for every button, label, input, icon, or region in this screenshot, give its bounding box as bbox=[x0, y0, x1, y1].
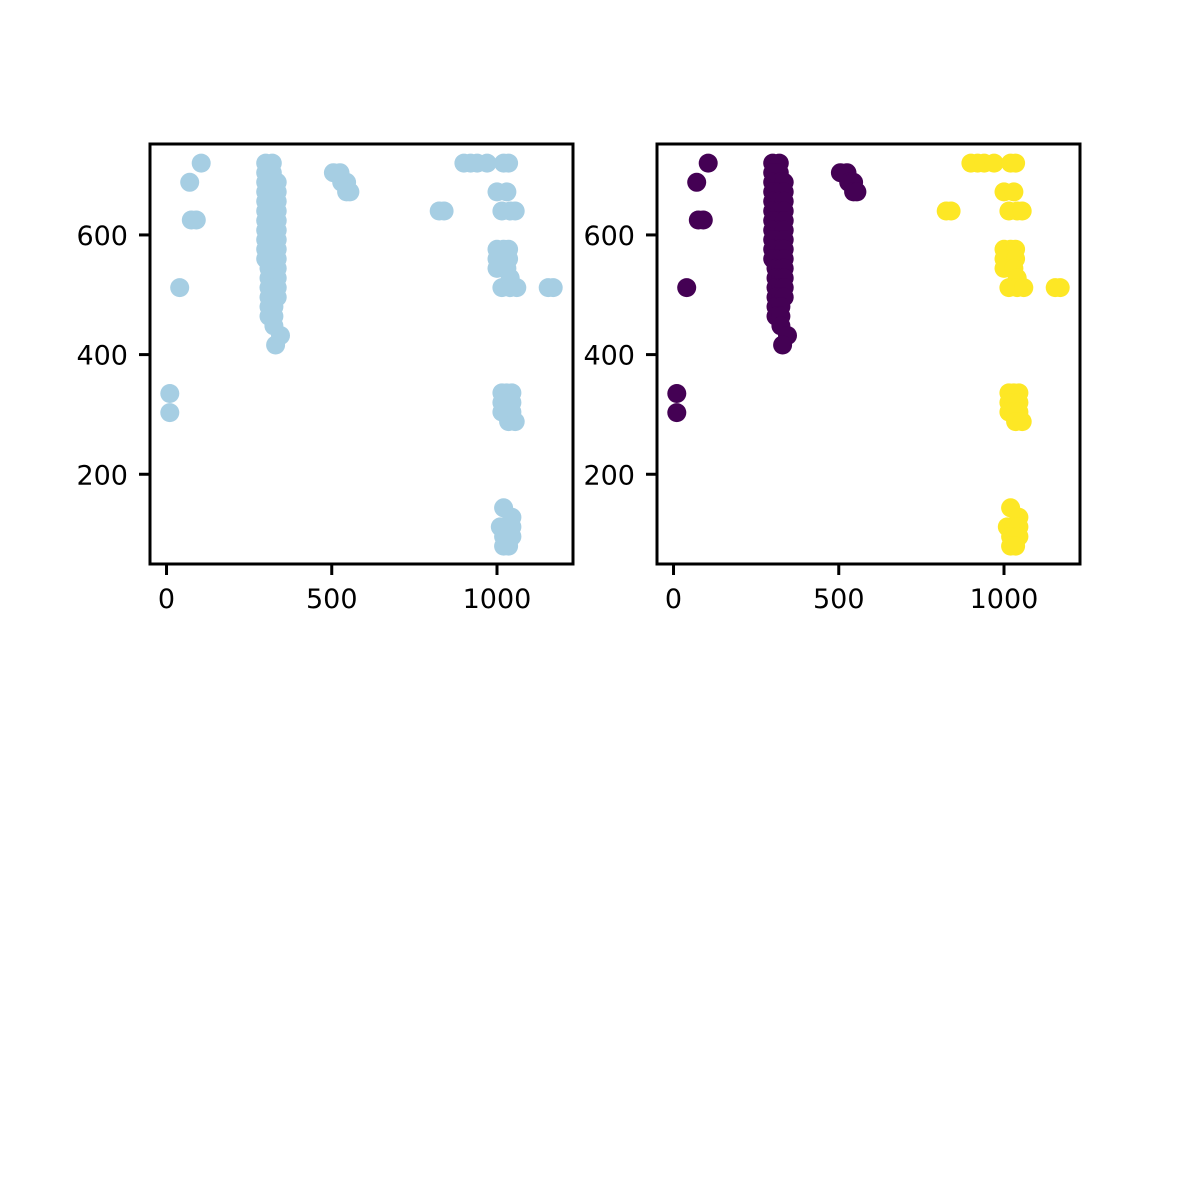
right-y-tick-label: 400 bbox=[583, 341, 635, 372]
right-scatter-point bbox=[687, 172, 707, 192]
right-x-tick-label: 500 bbox=[813, 584, 865, 615]
right-scatter-point bbox=[677, 278, 697, 298]
left-y-tick-label: 200 bbox=[76, 460, 128, 491]
right-scatter-point bbox=[693, 210, 713, 230]
right-scatter-point bbox=[847, 182, 867, 202]
left-scatter-point bbox=[505, 412, 525, 432]
left-scatter-point bbox=[180, 172, 200, 192]
left-y-tick-label: 400 bbox=[76, 341, 128, 372]
right-scatter-point bbox=[1012, 201, 1032, 221]
right-scatter-point bbox=[984, 153, 1004, 173]
left-scatter-point bbox=[499, 536, 519, 556]
left-x-tick-label: 0 bbox=[158, 584, 175, 615]
left-x-tick-label: 500 bbox=[306, 584, 358, 615]
left-scatter-point bbox=[160, 384, 180, 403]
left-scatter-point bbox=[340, 182, 360, 202]
right-scatter-point bbox=[1050, 278, 1070, 298]
left-scatter-point bbox=[186, 210, 206, 230]
right-scatter-point bbox=[941, 201, 961, 221]
right-scatter-panel: 0 500 1000 200 400 600 bbox=[583, 142, 1082, 615]
right-y-tick-label: 600 bbox=[583, 221, 635, 252]
left-scatter-point bbox=[505, 201, 525, 221]
right-scatter-point bbox=[667, 384, 687, 403]
right-scatter-point bbox=[1004, 182, 1024, 202]
left-points-layer bbox=[160, 153, 563, 556]
left-scatter-point bbox=[191, 153, 211, 173]
right-scatter-point bbox=[1006, 536, 1026, 556]
right-scatter-point bbox=[698, 153, 718, 173]
right-x-tick-label: 1000 bbox=[970, 584, 1039, 615]
right-x-tick-label: 0 bbox=[665, 584, 682, 615]
left-scatter-point bbox=[170, 278, 190, 298]
left-scatter-point bbox=[499, 153, 519, 173]
left-scatter-panel: 0 500 1000 200 400 600 bbox=[76, 142, 575, 615]
left-scatter-point bbox=[434, 201, 454, 221]
right-scatter-point bbox=[1006, 153, 1026, 173]
right-scatter-point bbox=[1012, 412, 1032, 432]
left-scatter-point bbox=[543, 278, 563, 298]
right-scatter-point bbox=[667, 403, 687, 423]
right-scatter-point bbox=[773, 335, 793, 355]
left-scatter-point bbox=[497, 182, 517, 202]
left-scatter-point bbox=[266, 335, 286, 355]
left-scatter-point bbox=[477, 153, 497, 173]
left-scatter-point bbox=[160, 403, 180, 423]
right-scatter-point bbox=[1014, 278, 1034, 298]
left-y-tick-label: 600 bbox=[76, 221, 128, 252]
left-scatter-point bbox=[507, 278, 527, 298]
right-points-layer bbox=[667, 153, 1070, 556]
right-y-tick-label: 200 bbox=[583, 460, 635, 491]
left-x-tick-label: 1000 bbox=[463, 584, 532, 615]
